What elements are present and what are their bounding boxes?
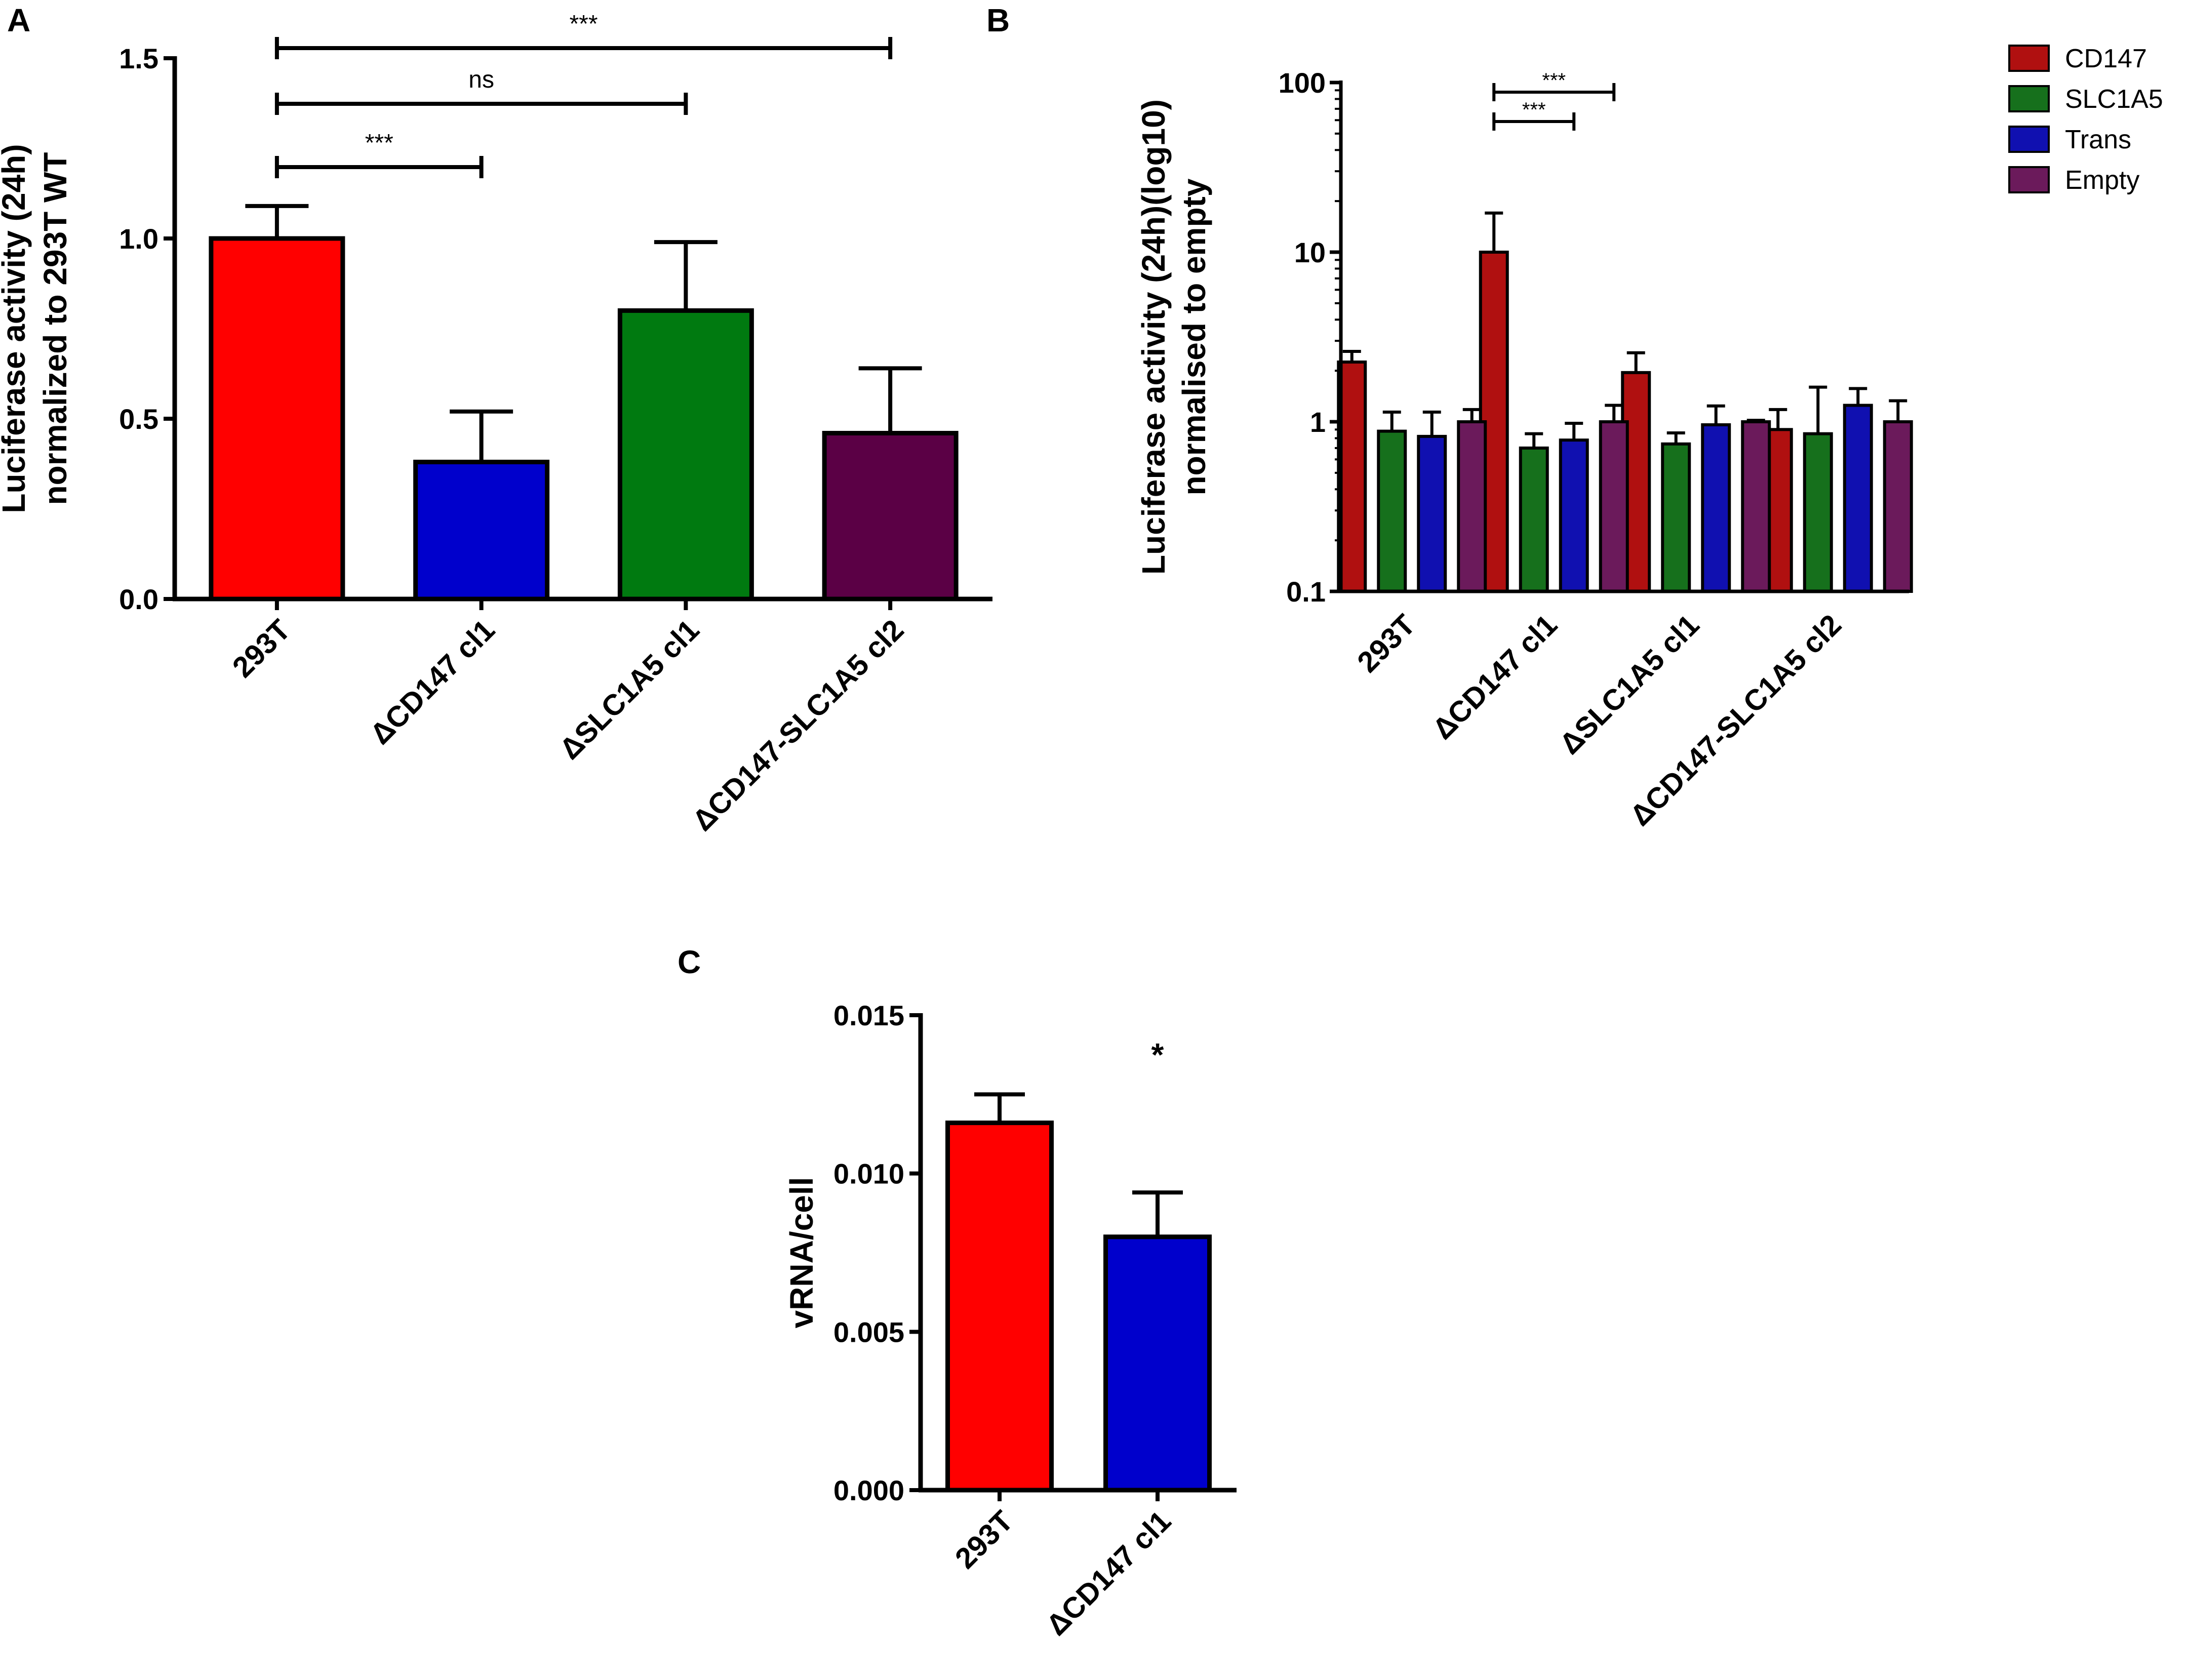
- panel-b-bar-3-2: [1661, 442, 1691, 593]
- panel-b-bar-1-2: [1377, 429, 1407, 593]
- panel-a-y-tick-label-3: 1.0: [119, 223, 158, 255]
- panel-b-y-tick-label-4: 100: [1279, 67, 1326, 99]
- panel-c-y-tick-label-1: 0.000: [833, 1474, 904, 1506]
- panel-b-legend-label-1: CD147: [2065, 44, 2147, 73]
- panel-c-bar-1: [945, 1121, 1054, 1493]
- panel-a-bar-2: [413, 459, 550, 602]
- panel-a-y-tick-label-2: 0.5: [119, 403, 158, 435]
- panel-b-bar-1-4: [1457, 420, 1487, 593]
- panel-letter-c: C: [678, 944, 701, 980]
- panel-b-bar-4-4: [1883, 420, 1913, 593]
- panel-a-y-title-line-1: Luciferase activity (24h): [0, 144, 32, 513]
- panel-c-bar-2: [1103, 1234, 1212, 1493]
- panel-a-bar-4: [822, 430, 959, 602]
- panel-b-bar-4-3: [1843, 404, 1873, 593]
- panel-a-bar-1: [209, 236, 345, 602]
- panel-a-y-title-line-2: normalized to 293T WT: [37, 152, 73, 505]
- panel-b-bar-1-1: [1337, 361, 1367, 593]
- panel-a-sig-label-3: ***: [569, 11, 598, 37]
- panel-a-sig-label-1: ***: [365, 130, 393, 156]
- panel-b-sig-label-1: ***: [1542, 69, 1566, 92]
- panel-a-sig-label-2: ns: [468, 66, 494, 93]
- panel-b-legend-swatch-4: [2008, 166, 2050, 193]
- panel-b-legend-swatch-1: [2008, 45, 2050, 72]
- panel-b-legend-swatch-2: [2008, 85, 2050, 112]
- panel-b-sig-label-2: ***: [1522, 99, 1546, 121]
- panel-b-legend-label-2: SLC1A5: [2065, 85, 2163, 114]
- panel-b-y-tick-label-3: 10: [1294, 236, 1326, 268]
- panel-a-bar-3: [617, 308, 754, 602]
- panel-b-bar-3-3: [1701, 423, 1731, 593]
- panel-letter-b: B: [986, 2, 1010, 38]
- panel-b-legend-label-4: Empty: [2065, 166, 2139, 195]
- panel-a-y-tick-label-1: 0.0: [119, 583, 158, 615]
- panel-c-y-title-line-1: vRNA/cell: [783, 1177, 820, 1329]
- panel-b-y-title-line-2: normalised to empty: [1176, 178, 1212, 495]
- panel-c-sig-label-1: *: [1151, 1036, 1164, 1073]
- panel-c-y-tick-label-3: 0.010: [833, 1158, 904, 1190]
- panel-b-bar-2-2: [1519, 446, 1549, 593]
- panel-b-bar-1-3: [1417, 434, 1447, 593]
- panel-b-bar-4-2: [1803, 432, 1833, 593]
- panel-b-y-tick-label-2: 1: [1310, 406, 1326, 438]
- panel-c-y-tick-label-4: 0.015: [833, 999, 904, 1031]
- panel-b-bar-3-4: [1741, 420, 1771, 593]
- panel-b-y-title-line-1: Luciferase activity (24h)(log10): [1135, 99, 1172, 575]
- panel-b-bar-2-4: [1599, 420, 1629, 593]
- panel-b-legend-swatch-3: [2008, 126, 2050, 153]
- panel-b-legend-label-3: Trans: [2065, 125, 2131, 154]
- panel-a-y-tick-label-4: 1.5: [119, 43, 158, 74]
- panel-letter-a: A: [7, 2, 30, 38]
- panel-b-bar-2-3: [1559, 438, 1589, 593]
- panel-c-y-tick-label-2: 0.005: [833, 1316, 904, 1348]
- panel-b-y-tick-label-1: 0.1: [1286, 576, 1326, 608]
